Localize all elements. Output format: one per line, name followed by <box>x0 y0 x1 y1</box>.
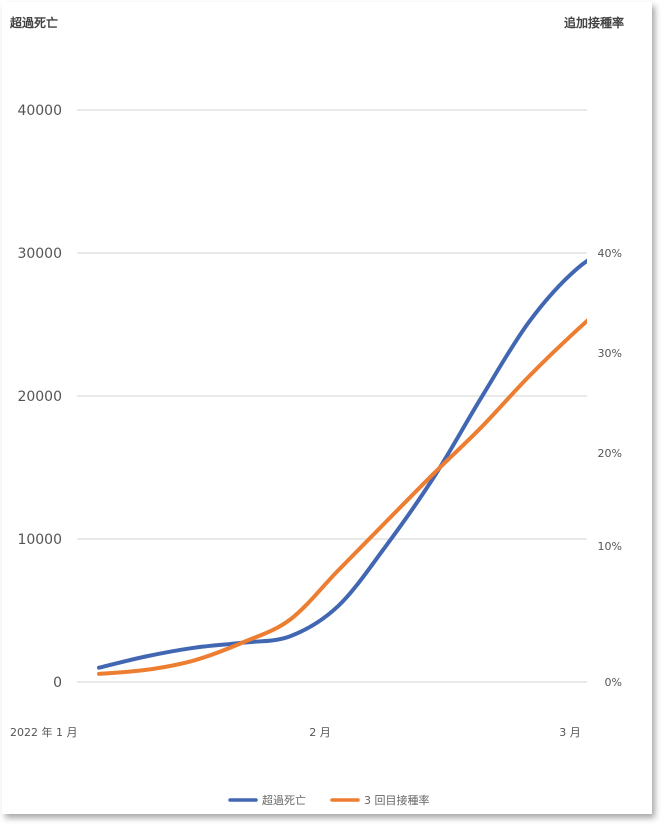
chart-frame: 40000 30000 20000 10000 0 40% 30% 20% 10% 0% 202… <box>2 2 652 814</box>
right-tick-label: 20% <box>598 447 622 460</box>
line-chart: 40000 30000 20000 10000 0 40% 30% 20% 10% 0% 202… <box>9 15 624 807</box>
x-axis: 2022 年 1 月 2 月 3 月 <box>10 725 581 739</box>
left-tick-label: 20000 <box>17 389 62 405</box>
right-tick-label: 30% <box>598 347 622 360</box>
legend-label: 3 回目接種率 <box>364 793 430 807</box>
series-line-excess-deaths <box>97 258 587 670</box>
x-tick-label: 2022 年 1 月 <box>10 725 77 739</box>
series-lines <box>97 258 587 676</box>
right-axis: 40% 30% 20% 10% 0% <box>598 247 622 689</box>
series-line-booster-rate <box>97 318 587 676</box>
right-tick-label: 40% <box>598 247 622 260</box>
gridlines <box>77 109 587 683</box>
legend: 超過死亡 3 回目接種率 <box>228 793 430 807</box>
legend-label: 超過死亡 <box>262 793 306 807</box>
left-tick-label: 10000 <box>17 532 62 548</box>
left-axis: 40000 30000 20000 10000 0 <box>17 103 62 691</box>
x-tick-label: 2 月 <box>309 726 331 739</box>
right-tick-label: 0% <box>605 676 622 689</box>
left-tick-label: 0 <box>53 675 62 691</box>
left-axis-title: 超過死亡 <box>9 15 58 30</box>
right-axis-title: 追加接種率 <box>564 15 624 30</box>
x-tick-label: 3 月 <box>559 726 581 739</box>
left-tick-label: 30000 <box>17 246 62 262</box>
left-tick-label: 40000 <box>17 103 62 119</box>
axis-titles: 超過死亡 追加接種率 <box>9 15 624 30</box>
right-tick-label: 10% <box>598 540 622 553</box>
